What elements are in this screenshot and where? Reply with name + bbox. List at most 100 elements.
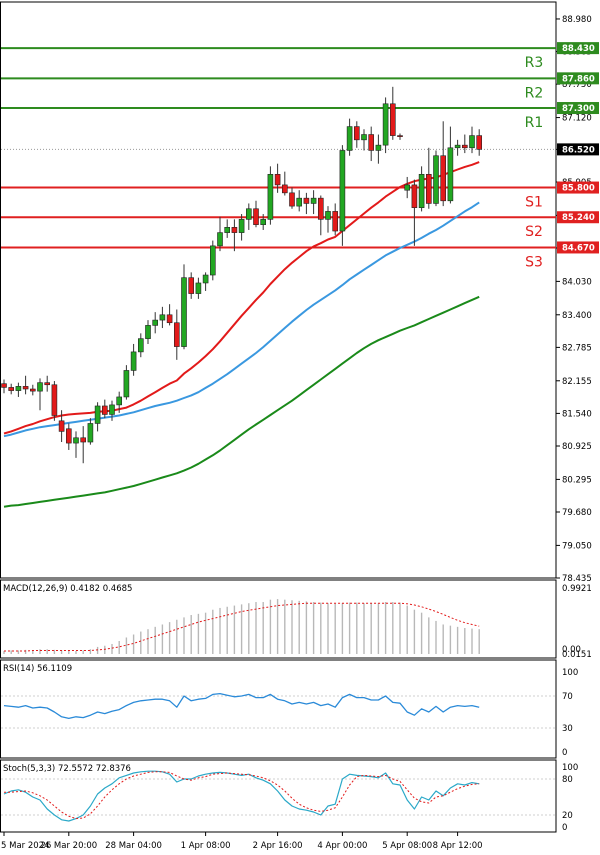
candle-body [317,197,324,220]
candle-body [94,405,101,424]
candle-body [433,155,439,204]
price-panel: 88.98088.36587.75087.12086.52085.90585.2… [0,1,599,584]
candle-body [37,382,43,392]
candle-body [310,197,317,204]
candle-body [123,370,130,398]
candle-body [195,282,202,294]
level-price-tag-r2 [557,72,599,85]
candle-body [246,208,252,220]
candle-body [22,386,29,390]
stoch-panel: Stoch(5,3,3) 72.5572 72.8376 100 80 20 0 [0,759,578,833]
macd-tick-top: 0.9921 [562,584,592,594]
candle-body [339,150,346,232]
price-tick-label: 87.750 [562,80,592,90]
price-tick-label: 78.435 [562,574,592,584]
time-tick-label: 28 Mar 04:00 [105,841,162,851]
rsi-tick-label: 70 [562,692,573,702]
candle-body [411,184,418,208]
price-plot-frame [0,1,557,579]
rsi-tick-label: 0 [562,748,567,758]
price-tick-label: 79.050 [562,541,592,551]
macd-tick-bottom-a: 0.00 [562,645,581,655]
price-tick-label: 80.925 [562,442,592,452]
candle-body [289,192,295,207]
stoch-k-line [3,770,480,822]
rsi-title: RSI(14) 56.1109 [3,664,72,674]
level-price-tag-text: 87.300 [562,104,595,114]
candle-body [454,144,461,149]
price-tick-label: 80.295 [562,475,592,485]
candle-body [116,396,122,406]
candle-body [469,135,475,149]
candle-body [87,423,94,443]
level-label-s2: S2 [525,224,543,240]
time-tick-label: 8 Apr 12:00 [433,841,483,851]
rsi-tick-label: 100 [562,668,578,678]
candle-body [202,274,209,284]
price-tick-label: 82.785 [562,343,592,353]
candle-body [238,219,245,233]
ma-mid-blue-line [3,201,480,438]
stoch-tick-label: 80 [562,775,573,785]
candle-body [109,404,115,415]
stoch-plot-frame [0,759,557,833]
rsi-line [3,692,480,720]
candle-body [51,384,58,416]
candle-body [166,314,173,324]
candle-body [361,134,367,141]
candle-body [389,103,396,136]
macd-signal-line [4,602,480,652]
candle-body [296,197,303,207]
candle-body [29,388,36,392]
level-label-s1: S1 [525,195,543,211]
stoch-d-line [4,771,480,820]
level-price-tag-text: 84.670 [562,243,595,253]
candle-body [130,351,137,371]
level-price-tag-text: 85.800 [562,184,595,194]
ma-slow-green-line [3,295,480,508]
macd-panel: MACD(12,26,9) 0.4182 0.4685 0.9921 0.000.0… [0,579,592,660]
candle-body [181,277,187,347]
candle-body [44,382,51,386]
candle-body [210,245,216,276]
rsi-plot-frame [0,659,557,759]
stoch-tick-label: 100 [562,763,578,773]
level-price-tag-text: 88.430 [562,44,595,54]
ma-fast-red-line [3,161,480,435]
rsi-panel: RSI(14) 56.1109 100 70 30 0 [0,659,578,759]
candle-body [325,211,331,220]
current-price-tag-text: 86.520 [562,145,595,155]
candle-body [404,184,411,191]
stoch-tick-label: 0 [562,823,567,833]
rsi-tick-label: 30 [562,724,573,734]
level-label-r1: R1 [525,115,544,131]
candle-body [224,227,230,233]
candle-body [375,144,382,151]
time-tick-label: 4 Apr 00:00 [317,841,367,851]
level-price-tag-r1 [557,102,599,115]
candle-body [440,155,447,202]
price-tick-label: 87.120 [562,114,592,124]
level-price-tag-s2 [557,211,599,224]
level-price-tag-s3 [557,241,599,254]
candle-body [58,420,65,432]
price-tick-label: 81.540 [562,409,592,419]
candle-body [152,319,158,326]
candle-body [159,314,166,321]
candle-body [145,325,151,339]
candle-body [260,219,267,225]
stoch-title: Stoch(5,3,3) 72.5572 72.8376 [3,764,131,774]
candle-body [397,135,403,137]
candle-body [303,197,310,204]
candle-body [346,126,353,151]
candle-body [425,173,432,204]
macd-title: MACD(12,26,9) 0.4182 0.4685 [3,584,132,594]
candle-body [138,338,144,353]
price-tick-label: 84.030 [562,277,592,287]
stoch-tick-label: 20 [562,811,573,821]
candle-body [73,437,79,444]
candle-body [368,134,375,151]
candle-body [102,405,108,415]
candle-body [217,232,223,247]
